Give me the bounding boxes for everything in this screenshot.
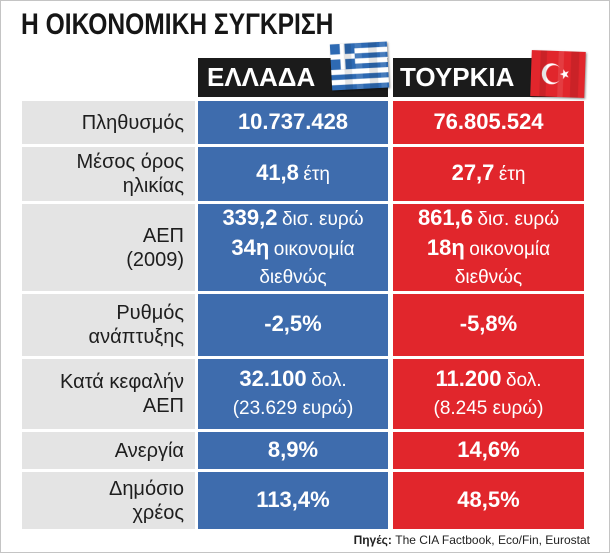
cell-value: 339,2 [222, 204, 278, 230]
cell-greece: 339,2 δισ. ευρώ 34η οικονομία διεθνώς [198, 204, 388, 291]
cell-line: 34η οικονομία [231, 234, 354, 264]
row-label-text: Πληθυσμός [81, 111, 184, 134]
row-label: Ανεργία [22, 432, 195, 469]
cell-greece: 113,4% [198, 472, 388, 529]
column-header-turkey-label: ΤΟΥΡΚΙΑ [400, 62, 515, 92]
cell-unit: οικονομία [469, 238, 551, 260]
cell-value: 48,5% [457, 486, 520, 512]
row-label-text: Μέσος όρος [76, 151, 185, 173]
row-label-text: ανάπτυξης [88, 326, 184, 348]
row-label-text: ΑΕΠ [142, 395, 184, 417]
cell-turkey: 861,6 δισ. ευρώ 18η οικονομία διεθνώς [393, 204, 584, 291]
row-label-text: Ανεργία [114, 439, 184, 462]
cell-value: 8,9% [267, 436, 319, 462]
cell-value: 76.805.524 [433, 108, 544, 134]
cell-unit: οικονομία [273, 238, 355, 260]
cell-greece: 10.737.428 [198, 101, 388, 144]
cell-line: 8,9% [268, 436, 318, 466]
cell-line: (8.245 ευρώ) [434, 395, 544, 423]
turkish-flag-icon [530, 50, 586, 98]
row-label-text: ΑΕΠ [142, 224, 184, 247]
row-label-text: Ρυθμός [116, 302, 184, 324]
table-row-population: Πληθυσμός 10.737.428 76.805.524 [22, 101, 584, 144]
source-text: The CIA Factbook, Eco/Fin, Eurostat [395, 533, 590, 547]
table-row-public-debt: Δημόσιο χρέος 113,4% 48,5% [22, 472, 584, 529]
cell-line: διεθνώς [455, 264, 522, 292]
row-label-text: Δημόσιο [108, 477, 184, 500]
cell-greece: 8,9% [198, 432, 388, 469]
cell-unit: (8.245 ευρώ) [433, 398, 544, 419]
row-label: Μέσος όρος ηλικίας [22, 147, 195, 201]
cell-line: -5,8% [460, 310, 517, 340]
cell-greece: 41,8 έτη [198, 147, 388, 201]
cell-value: 861,6 [417, 204, 473, 230]
table-row-median-age: Μέσος όρος ηλικίας 41,8 έτη 27,7 έτη [22, 147, 584, 201]
cell-line: 76.805.524 [433, 108, 543, 138]
row-label: Δημόσιο χρέος [22, 472, 195, 529]
row-label: Ρυθμός ανάπτυξης [22, 294, 195, 356]
table-row-unemployment: Ανεργία 8,9% 14,6% [22, 432, 584, 469]
row-label-text: Κατά κεφαλήν [60, 371, 184, 393]
cell-turkey: 14,6% [393, 432, 584, 469]
cell-value: 34η [231, 234, 270, 260]
cell-line: (23.629 ευρώ) [233, 395, 354, 423]
cell-unit: διεθνώς [259, 266, 327, 288]
cell-value: 10.737.428 [237, 108, 349, 134]
row-label: Πληθυσμός [22, 101, 195, 144]
cell-line: 339,2 δισ. ευρώ [222, 204, 363, 234]
cell-line: 32.100 δολ. [239, 365, 346, 395]
greek-flag-icon [329, 41, 390, 91]
row-label: ΑΕΠ (2009) [22, 204, 195, 291]
cell-line: 48,5% [457, 486, 519, 516]
cell-turkey: 27,7 έτη [393, 147, 584, 201]
cell-value: 32.100 [239, 366, 307, 391]
table-row-gdp-per-capita: Κατά κεφαλήν ΑΕΠ 32.100 δολ. (23.629 ευρ… [22, 359, 584, 429]
cell-turkey: 76.805.524 [393, 101, 584, 144]
row-label: Κατά κεφαλήν ΑΕΠ [22, 359, 195, 429]
cell-unit: έτη [303, 164, 330, 185]
cell-line: 113,4% [256, 486, 329, 516]
cell-greece: 32.100 δολ. (23.629 ευρώ) [198, 359, 388, 429]
row-label-text: ηλικίας [122, 175, 184, 197]
cell-turkey: 48,5% [393, 472, 584, 529]
cell-line: 11.200 δολ. [435, 365, 541, 395]
cell-unit: δισ. ευρώ [281, 208, 364, 230]
cell-value: 113,4% [256, 486, 330, 512]
cell-line: 14,6% [457, 436, 519, 466]
cell-line: διεθνώς [259, 264, 326, 292]
row-label-text: (2009) [126, 248, 184, 271]
cell-value: 27,7 [451, 160, 495, 185]
cell-value: 41,8 [256, 160, 299, 185]
cell-line: 41,8 έτη [256, 159, 330, 189]
table-row-gdp: ΑΕΠ (2009) 339,2 δισ. ευρώ 34η οικονομία… [22, 204, 584, 291]
cell-value: -5,8% [459, 311, 518, 336]
cell-value: -2,5% [264, 311, 322, 336]
source-label: Πηγές: [353, 533, 392, 547]
cell-unit: δολ. [311, 370, 347, 391]
cell-value: 18η [426, 234, 465, 260]
cell-value: 11.200 [435, 366, 502, 391]
cell-unit: (23.629 ευρώ) [232, 398, 354, 419]
cell-line: 10.737.428 [238, 108, 348, 138]
table-row-growth-rate: Ρυθμός ανάπτυξης -2,5% -5,8% [22, 294, 584, 356]
source-note: Πηγές: The CIA Factbook, Eco/Fin, Eurost… [354, 533, 590, 547]
cell-turkey: 11.200 δολ. (8.245 ευρώ) [393, 359, 584, 429]
cell-line: -2,5% [264, 310, 321, 340]
cell-line: 27,7 έτη [452, 159, 526, 189]
row-label-text: χρέος [132, 501, 184, 524]
column-header-greece-label: ΕΛΛΑΔΑ [207, 62, 316, 92]
page-title: Η ΟΙΚΟΝΟΜΙΚΗ ΣΥΓΚΡΙΣΗ [21, 8, 334, 41]
cell-unit: δολ. [505, 370, 542, 391]
cell-line: 18η οικονομία [427, 234, 550, 264]
cell-unit: διεθνώς [454, 266, 523, 288]
cell-turkey: -5,8% [393, 294, 584, 356]
cell-unit: έτη [498, 164, 526, 185]
cell-unit: δισ. ευρώ [477, 208, 560, 230]
cell-line: 861,6 δισ. ευρώ [418, 204, 559, 234]
cell-greece: -2,5% [198, 294, 388, 356]
cell-value: 14,6% [457, 436, 520, 462]
